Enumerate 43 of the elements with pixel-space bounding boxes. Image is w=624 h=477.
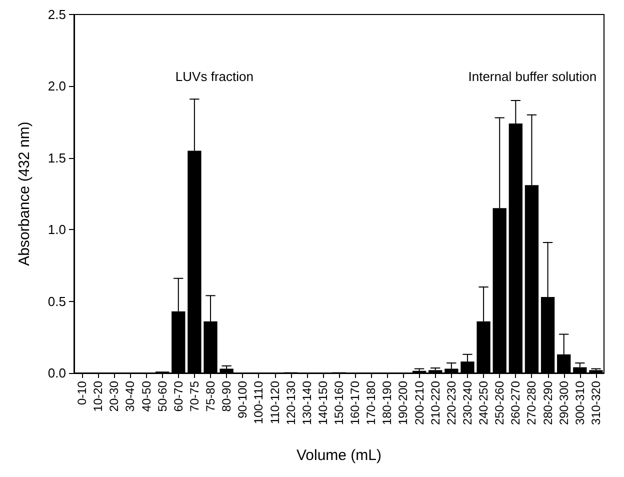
x-tick-label: 250-260: [492, 380, 507, 426]
x-tick-label: 240-250: [476, 380, 491, 426]
y-tick-label: 0.0: [48, 366, 66, 380]
x-tick-label: 140-150: [316, 380, 330, 426]
x-tick-label: 0-10: [75, 380, 90, 406]
x-tick-label: 130-140: [300, 380, 314, 426]
y-tick-label: 1.0: [48, 222, 66, 238]
x-tick-label: 70-75: [187, 380, 202, 412]
y-axis-title: Absorbance (432 nm): [16, 122, 33, 266]
x-tick-label: 180-190: [380, 380, 394, 426]
x-tick-label: 50-60: [155, 380, 170, 412]
annotation: Internal buffer solution: [468, 69, 597, 84]
x-tick-label: 20-30: [107, 380, 122, 412]
x-tick-label: 160-170: [348, 380, 362, 426]
annotation: LUVs fraction: [175, 69, 254, 84]
x-tick-label: 300-310: [572, 380, 587, 426]
x-tick-label: 110-120: [268, 380, 282, 424]
x-tick-label: 190-200: [396, 380, 410, 426]
x-tick-label: 220-230: [444, 380, 458, 426]
x-tick-label: 270-280: [524, 380, 539, 426]
x-tick-label: 120-130: [284, 380, 298, 426]
y-tick-label: 2.5: [48, 7, 66, 22]
y-tick-label: 2.0: [48, 78, 66, 94]
x-tick-label: 40-50: [139, 380, 154, 412]
x-tick-label: 75-80: [204, 380, 218, 412]
y-tick-label: 0.5: [48, 294, 66, 309]
x-tick-label: 260-270: [508, 380, 523, 426]
x-tick-label: 310-320: [588, 380, 603, 426]
x-axis-title: Volume (mL): [296, 447, 382, 464]
x-tick-label: 280-290: [540, 380, 555, 426]
x-tick-label: 290-300: [556, 380, 571, 426]
x-tick-label: 170-180: [364, 380, 378, 426]
x-tick-label: 200-210: [412, 380, 426, 426]
x-tick-label: 80-90: [220, 380, 234, 412]
x-tick-label: 210-220: [428, 380, 442, 426]
x-tick-label: 60-70: [171, 380, 186, 412]
x-tick-label: 150-160: [332, 380, 346, 426]
x-tick-label: 100-110: [252, 380, 266, 424]
y-tick-label: 1.5: [48, 150, 66, 166]
x-tick-label: 30-40: [123, 380, 138, 412]
x-tick-label: 10-20: [91, 380, 106, 412]
x-tick-label: 90-100: [236, 380, 250, 418]
x-tick-label: 230-240: [460, 380, 474, 426]
